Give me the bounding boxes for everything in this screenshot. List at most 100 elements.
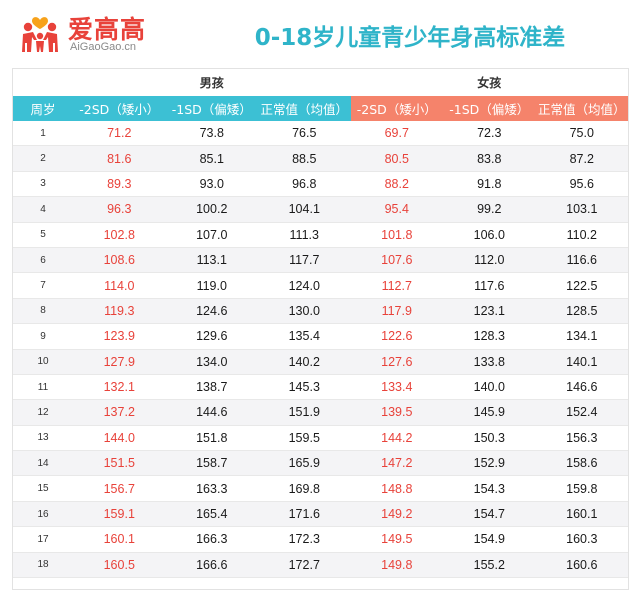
col-header-boys-minus2sd: -2SD（矮小） <box>73 96 166 121</box>
cell-boys-mean: 171.6 <box>258 501 351 528</box>
cell-boys-minus1sd: 119.0 <box>165 272 258 299</box>
cell-boys-minus1sd: 138.7 <box>165 374 258 401</box>
table-row: 13 144.0 151.8 159.5 144.2 150.3 156.3 <box>13 425 629 452</box>
cell-girls-minus2sd: 149.8 <box>350 552 444 579</box>
cell-boys-minus2sd: 127.9 <box>73 349 166 375</box>
cell-girls-mean: 75.0 <box>535 121 629 147</box>
cell-girls-mean: 87.2 <box>535 145 629 172</box>
cell-age: 15 <box>13 475 73 502</box>
cell-boys-minus2sd: 156.7 <box>73 475 166 502</box>
table-row: 3 89.3 93.0 96.8 88.2 91.8 95.6 <box>13 171 629 198</box>
table-row: 8 119.3 124.6 130.0 117.9 123.1 128.5 <box>13 298 629 325</box>
cell-age: 6 <box>13 247 73 274</box>
cell-girls-minus1sd: 128.3 <box>443 323 536 350</box>
cell-girls-minus2sd: 149.5 <box>350 526 444 553</box>
aigaogao-logo: 爱高高 AiGaoGao.cn <box>18 8 178 60</box>
cell-age: 17 <box>13 526 73 553</box>
cell-boys-mean: 88.5 <box>258 145 351 172</box>
table-row: 17 160.1 166.3 172.3 149.5 154.9 160.3 <box>13 526 629 553</box>
cell-boys-minus1sd: 158.7 <box>165 450 258 477</box>
cell-girls-minus1sd: 106.0 <box>443 222 536 248</box>
cell-boys-minus1sd: 166.6 <box>165 552 258 579</box>
cell-boys-minus2sd: 159.1 <box>73 501 166 528</box>
cell-girls-mean: 156.3 <box>535 425 629 452</box>
cell-girls-mean: 152.4 <box>535 399 629 426</box>
cell-boys-minus2sd: 102.8 <box>73 222 166 248</box>
table-row: 7 114.0 119.0 124.0 112.7 117.6 122.5 <box>13 272 629 299</box>
cell-girls-mean: 103.1 <box>535 196 629 223</box>
cell-girls-minus2sd: 117.9 <box>350 298 444 325</box>
cell-age: 5 <box>13 222 73 248</box>
cell-girls-mean: 116.6 <box>535 247 629 274</box>
page-header: 爱高高 AiGaoGao.cn 0-18岁儿童青少年身高标准差 <box>0 0 640 68</box>
cell-girls-minus1sd: 83.8 <box>443 145 536 172</box>
cell-girls-mean: 128.5 <box>535 298 629 325</box>
table-row: 11 132.1 138.7 145.3 133.4 140.0 146.6 <box>13 374 629 401</box>
table-row: 5 102.8 107.0 111.3 101.8 106.0 110.2 <box>13 222 629 248</box>
cell-boys-minus2sd: 151.5 <box>73 450 166 477</box>
cell-girls-minus1sd: 155.2 <box>443 552 536 579</box>
cell-girls-minus1sd: 152.9 <box>443 450 536 477</box>
cell-boys-minus2sd: 137.2 <box>73 399 166 426</box>
cell-age: 2 <box>13 145 73 172</box>
cell-boys-minus1sd: 144.6 <box>165 399 258 426</box>
cell-boys-minus1sd: 107.0 <box>165 222 258 248</box>
cell-age: 7 <box>13 272 73 299</box>
cell-girls-minus1sd: 112.0 <box>443 247 536 274</box>
table-row: 4 96.3 100.2 104.1 95.4 99.2 103.1 <box>13 196 629 223</box>
cell-boys-minus2sd: 96.3 <box>73 196 166 223</box>
cell-boys-mean: 124.0 <box>258 272 351 299</box>
cell-age: 3 <box>13 171 73 198</box>
cell-boys-mean: 169.8 <box>258 475 351 502</box>
table-row: 18 160.5 166.6 172.7 149.8 155.2 160.6 <box>13 552 629 579</box>
cell-age: 11 <box>13 374 73 401</box>
cell-boys-minus2sd: 108.6 <box>73 247 166 274</box>
cell-boys-mean: 96.8 <box>258 171 351 198</box>
cell-age: 13 <box>13 425 73 452</box>
cell-girls-minus1sd: 154.7 <box>443 501 536 528</box>
cell-girls-minus1sd: 154.9 <box>443 526 536 553</box>
cell-girls-mean: 122.5 <box>535 272 629 299</box>
cell-age: 10 <box>13 349 73 375</box>
cell-age: 1 <box>13 121 73 147</box>
cell-boys-mean: 140.2 <box>258 349 351 375</box>
cell-boys-mean: 159.5 <box>258 425 351 452</box>
cell-age: 4 <box>13 196 73 223</box>
cell-boys-minus1sd: 129.6 <box>165 323 258 350</box>
cell-girls-minus2sd: 127.6 <box>350 349 444 375</box>
cell-girls-minus2sd: 101.8 <box>350 222 444 248</box>
cell-girls-minus1sd: 145.9 <box>443 399 536 426</box>
cell-boys-mean: 135.4 <box>258 323 351 350</box>
cell-girls-minus2sd: 95.4 <box>350 196 444 223</box>
cell-age: 12 <box>13 399 73 426</box>
table-row: 15 156.7 163.3 169.8 148.8 154.3 159.8 <box>13 475 629 502</box>
height-sd-table-container: 男孩 女孩 周岁 -2SD（矮小） -1SD（偏矮） 正常值（均值） -2SD（… <box>12 68 629 590</box>
cell-girls-minus1sd: 154.3 <box>443 475 536 502</box>
cell-boys-minus1sd: 124.6 <box>165 298 258 325</box>
cell-girls-mean: 160.6 <box>535 552 629 579</box>
logo-name-en: AiGaoGao.cn <box>70 41 137 53</box>
cell-boys-mean: 172.3 <box>258 526 351 553</box>
group-header-boys: 男孩 <box>73 69 351 96</box>
cell-girls-mean: 158.6 <box>535 450 629 477</box>
cell-girls-minus2sd: 133.4 <box>350 374 444 401</box>
cell-girls-mean: 160.3 <box>535 526 629 553</box>
cell-boys-mean: 145.3 <box>258 374 351 401</box>
cell-girls-minus1sd: 123.1 <box>443 298 536 325</box>
cell-boys-minus1sd: 93.0 <box>165 171 258 198</box>
cell-boys-minus2sd: 71.2 <box>73 121 166 147</box>
logo-name-cn: 爱高高 <box>68 15 147 44</box>
page-title: 0-18岁儿童青少年身高标准差 <box>254 25 566 51</box>
cell-girls-minus2sd: 147.2 <box>350 450 444 477</box>
cell-girls-mean: 110.2 <box>535 222 629 248</box>
cell-boys-minus2sd: 114.0 <box>73 272 166 299</box>
cell-boys-minus2sd: 132.1 <box>73 374 166 401</box>
cell-girls-minus2sd: 107.6 <box>350 247 444 274</box>
cell-girls-minus1sd: 117.6 <box>443 272 536 299</box>
cell-boys-minus2sd: 89.3 <box>73 171 166 198</box>
family-heart-icon <box>22 17 58 52</box>
cell-boys-mean: 130.0 <box>258 298 351 325</box>
cell-girls-mean: 146.6 <box>535 374 629 401</box>
group-header-blank <box>13 69 73 96</box>
cell-boys-minus2sd: 144.0 <box>73 425 166 452</box>
